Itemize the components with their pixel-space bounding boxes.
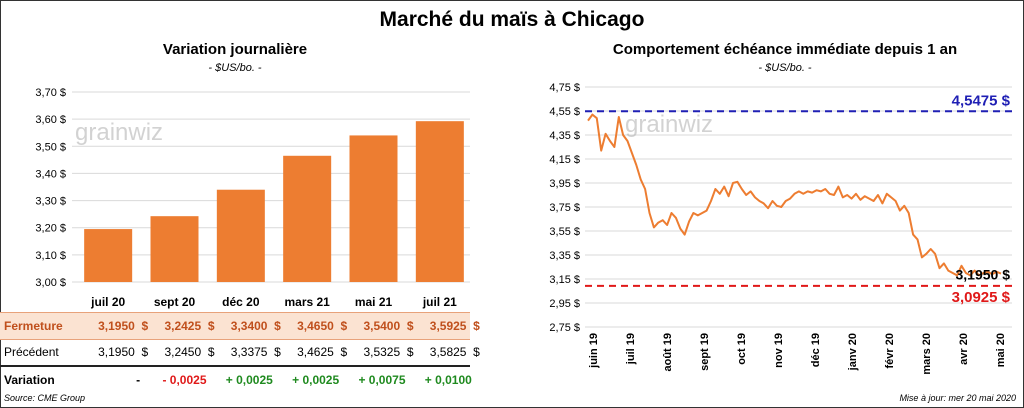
bar-y-tick: 3,60 $ [35, 114, 66, 126]
close-row: Fermeture 3,1950 $ 3,2425 $ 3,3400 $ 3,4650… [0, 312, 480, 340]
prev-cell: 3,3375 $ [230, 345, 281, 359]
bar-1 [150, 216, 199, 282]
prev-cell: 3,5325 $ [363, 345, 414, 359]
bar-0 [84, 229, 133, 282]
bar-chart-title: Variation journalière [162, 41, 308, 58]
close-cell: 3,1950 $ [98, 319, 149, 333]
bar-series [84, 121, 464, 282]
bar-3 [283, 155, 332, 282]
bar-y-tick: 3,40 $ [35, 168, 66, 180]
bar-2 [216, 189, 265, 282]
variation-row-label: Variation [4, 373, 55, 387]
prev-cell: 3,4625 $ [297, 345, 348, 359]
var-cell: - [136, 373, 141, 387]
bar-y-tick: 3,20 $ [35, 223, 66, 235]
bar-y-tick: 3,50 $ [35, 141, 66, 153]
bar-y-tick: 3,70 $ [35, 87, 66, 99]
bar-4 [349, 135, 398, 282]
update-note: Mise à jour: mer 20 mai 2020 [899, 393, 1016, 403]
bar-x-label: juil 20 [90, 295, 125, 309]
bar-y-tick: 3,30 $ [35, 196, 66, 208]
variation-row: Variation - - 0,0025 + 0,0025 + 0,0025 + 0,0… [0, 367, 472, 393]
line-chart-subtitle: - $US/bo. - [758, 62, 812, 74]
var-cell: + 0,0025 [292, 373, 340, 387]
line-chart-title: Comportement échéance immédiate depuis 1… [612, 41, 958, 58]
close-cell: 3,2425 $ [164, 319, 215, 333]
bar-y-tick: 3,00 $ [35, 277, 66, 289]
source-note: Source: CME Group [4, 393, 86, 403]
bar-x-label: mai 21 [355, 295, 393, 309]
bar-x-label: mars 21 [284, 295, 330, 309]
bar-y-tick: 3,10 $ [35, 250, 66, 262]
bar-x-label: sept 20 [154, 295, 196, 309]
bar-x-label: déc 20 [222, 295, 260, 309]
prev-cell: 3,5825 $ [429, 345, 480, 359]
previous-row-label: Précédent [4, 345, 59, 359]
close-cell: 3,3400 $ [230, 319, 281, 333]
var-cell: + 0,0025 [225, 373, 273, 387]
bar-5 [415, 121, 464, 282]
bar-watermark: grainwiz [75, 119, 163, 146]
var-cell: + 0,0100 [424, 373, 472, 387]
prev-cell: 3,2450 $ [164, 345, 215, 359]
bar-chart-subtitle: - $US/bo. - [208, 62, 262, 74]
close-cell: 3,5925 $ [429, 319, 480, 333]
previous-row: Précédent 3,1950 $ 3,2450 $ 3,3375 $ 3,4625… [0, 339, 480, 367]
main-title: Marché du maïs à Chicago [379, 8, 645, 31]
bar-x-label: juil 21 [422, 295, 457, 309]
prev-cell: 3,1950 $ [98, 345, 149, 359]
close-row-label: Fermeture [4, 319, 63, 333]
bar-chart: 3,00 $ 3,10 $ 3,20 $ 3,30 $ 3,40 $ 3,50 $ 3,60… [35, 87, 470, 309]
close-cell: 3,5400 $ [363, 319, 414, 333]
var-cell: - 0,0025 [162, 373, 207, 387]
var-cell: + 0,0075 [358, 373, 406, 387]
close-cell: 3,4650 $ [297, 319, 348, 333]
